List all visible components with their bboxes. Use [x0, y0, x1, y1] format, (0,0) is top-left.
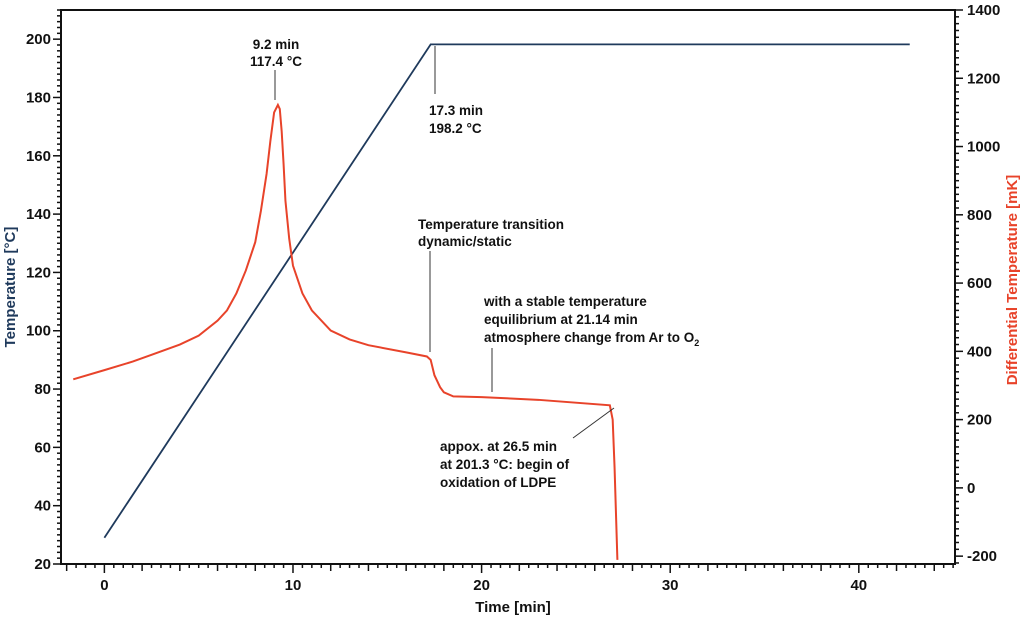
annotation-text: 198.2 °C — [429, 121, 482, 136]
y2-tick-label: 1200 — [967, 70, 1000, 87]
x-tick-label: 30 — [662, 577, 679, 594]
y-tick-label: 100 — [26, 323, 51, 340]
annotation-text: 117.4 °C — [250, 54, 302, 69]
annotation-line: atmosphere change from Ar to O — [484, 330, 694, 345]
y-tick-label: 160 — [26, 148, 51, 165]
y-tick-label: 140 — [26, 206, 51, 223]
x-axis-label: Time [min] — [475, 599, 551, 616]
y2-tick-label: 1400 — [967, 2, 1000, 19]
x-tick-label: 10 — [285, 577, 302, 594]
y2-tick-label: 0 — [967, 480, 975, 497]
y-tick-label: 120 — [26, 264, 51, 281]
y2-axis-label: Differential Temperature [mK] — [1004, 175, 1021, 386]
y2-tick-label: 400 — [967, 343, 992, 360]
y2-tick-label: -200 — [967, 548, 997, 565]
annotation-transition: Temperature transition dynamic/static — [418, 217, 564, 352]
annotation-leader — [572, 407, 615, 439]
temperature-line — [103, 43, 910, 539]
annotation-text: equilibrium at 21.14 min — [484, 312, 638, 327]
x-tick-label: 40 — [850, 577, 867, 594]
annotation-text: Temperature transition — [418, 217, 564, 232]
x-tick-label: 0 — [100, 577, 108, 594]
y-tick-label: 60 — [34, 439, 51, 456]
annotation-text: atmosphere change from Ar to O2 — [484, 330, 699, 348]
y2-tick-label: 1000 — [967, 139, 1000, 156]
annotation-text: appox. at 26.5 min — [440, 439, 557, 454]
annotation-text: with a stable temperature — [483, 294, 647, 309]
differential-temperature-line — [72, 102, 619, 560]
y-tick-label: 180 — [26, 89, 51, 106]
annotation-text: dynamic/static — [418, 234, 512, 249]
subscript: 2 — [694, 338, 699, 348]
y-axis-label: Temperature [°C] — [2, 227, 19, 348]
y-tick-label: 200 — [26, 31, 51, 48]
x-tick-label: 20 — [473, 577, 490, 594]
y-tick-label: 40 — [34, 498, 51, 515]
annotation-text: 9.2 min — [253, 37, 300, 52]
annotation-peak: 9.2 min 117.4 °C — [250, 37, 302, 100]
annotation-oxidation: appox. at 26.5 min at 201.3 °C: begin of… — [440, 407, 615, 490]
annotation-text: at 201.3 °C: begin of — [440, 457, 570, 472]
annotation-plateau: 17.3 min 198.2 °C — [429, 46, 483, 136]
y2-tick-label: 600 — [967, 275, 992, 292]
y-tick-label: 20 — [34, 556, 51, 573]
plot-frame — [60, 9, 956, 565]
y-tick-label: 80 — [34, 381, 51, 398]
annotation-text: 17.3 min — [429, 103, 483, 118]
annotation-text: oxidation of LDPE — [440, 475, 556, 490]
y2-tick-label: 200 — [967, 412, 992, 429]
y2-tick-label: 800 — [967, 207, 992, 224]
annotation-atmosphere: with a stable temperature equilibrium at… — [483, 294, 699, 392]
